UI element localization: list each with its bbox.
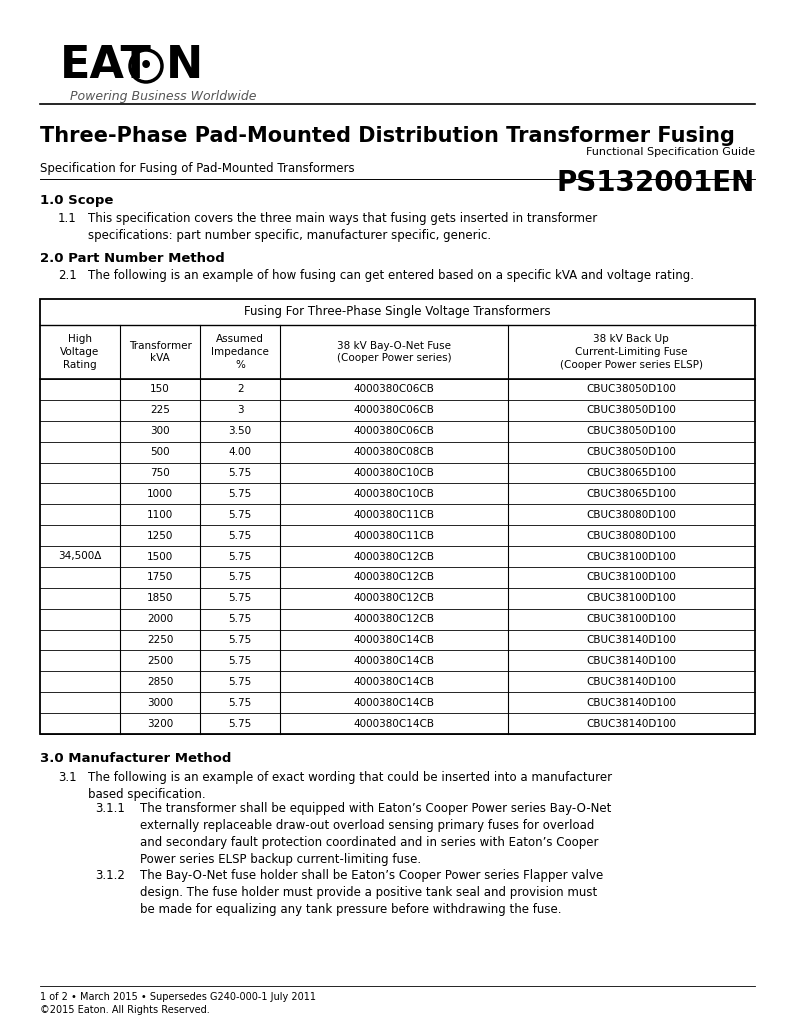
Text: 1850: 1850 — [147, 593, 173, 603]
Text: 4000380C11CB: 4000380C11CB — [354, 530, 434, 541]
Text: CBUC38140D100: CBUC38140D100 — [586, 635, 676, 645]
Text: 34,500Δ: 34,500Δ — [59, 552, 102, 561]
Text: 4000380C11CB: 4000380C11CB — [354, 510, 434, 520]
Text: ©2015 Eaton. All Rights Reserved.: ©2015 Eaton. All Rights Reserved. — [40, 1005, 210, 1015]
Text: 4000380C10CB: 4000380C10CB — [354, 468, 434, 478]
Text: 4.00: 4.00 — [229, 447, 252, 457]
Text: 3.1.2: 3.1.2 — [95, 869, 125, 882]
Text: 2250: 2250 — [147, 635, 173, 645]
Text: 225: 225 — [150, 406, 170, 416]
Text: Functional Specification Guide: Functional Specification Guide — [586, 147, 755, 157]
Text: 38 kV Bay-O-Net Fuse
(Cooper Power series): 38 kV Bay-O-Net Fuse (Cooper Power serie… — [337, 341, 451, 364]
Text: The following is an example of how fusing can get entered based on a specific kV: The following is an example of how fusin… — [88, 269, 694, 282]
Text: 3.1.1: 3.1.1 — [95, 802, 125, 815]
Text: CBUC38140D100: CBUC38140D100 — [586, 656, 676, 666]
Text: CBUC38065D100: CBUC38065D100 — [586, 468, 676, 478]
Text: CBUC38065D100: CBUC38065D100 — [586, 488, 676, 499]
Text: 3.1: 3.1 — [58, 771, 77, 784]
Text: PS132001EN: PS132001EN — [557, 169, 755, 197]
Text: 38 kV Back Up
Current-Limiting Fuse
(Cooper Power series ELSP): 38 kV Back Up Current-Limiting Fuse (Coo… — [560, 334, 703, 370]
Text: 5.75: 5.75 — [229, 677, 252, 687]
Text: Specification for Fusing of Pad-Mounted Transformers: Specification for Fusing of Pad-Mounted … — [40, 162, 354, 175]
Text: 4000380C12CB: 4000380C12CB — [354, 572, 434, 583]
Text: CBUC38140D100: CBUC38140D100 — [586, 697, 676, 708]
Text: 4000380C06CB: 4000380C06CB — [354, 406, 434, 416]
Text: 4000380C14CB: 4000380C14CB — [354, 697, 434, 708]
Text: CBUC38050D100: CBUC38050D100 — [586, 406, 676, 416]
Text: •: • — [139, 56, 153, 76]
Text: 150: 150 — [150, 384, 170, 394]
Text: 5.75: 5.75 — [229, 593, 252, 603]
Text: 5.75: 5.75 — [229, 552, 252, 561]
Text: 5.75: 5.75 — [229, 635, 252, 645]
Text: 2500: 2500 — [147, 656, 173, 666]
Text: 5.75: 5.75 — [229, 614, 252, 625]
Text: CBUC38050D100: CBUC38050D100 — [586, 426, 676, 436]
Text: 1750: 1750 — [147, 572, 173, 583]
Text: 2000: 2000 — [147, 614, 173, 625]
Text: N: N — [166, 44, 203, 87]
Text: CBUC38100D100: CBUC38100D100 — [586, 552, 676, 561]
Text: 4000380C14CB: 4000380C14CB — [354, 635, 434, 645]
Text: CBUC38140D100: CBUC38140D100 — [586, 719, 676, 728]
Text: Fusing For Three-Phase Single Voltage Transformers: Fusing For Three-Phase Single Voltage Tr… — [244, 305, 551, 318]
Text: CBUC38140D100: CBUC38140D100 — [586, 677, 676, 687]
Text: The Bay-O-Net fuse holder shall be Eaton’s Cooper Power series Flapper valve
des: The Bay-O-Net fuse holder shall be Eaton… — [140, 869, 604, 916]
Text: 3: 3 — [237, 406, 244, 416]
Text: 4000380C10CB: 4000380C10CB — [354, 488, 434, 499]
Text: 1 of 2 • March 2015 • Supersedes G240-000-1 July 2011: 1 of 2 • March 2015 • Supersedes G240-00… — [40, 992, 316, 1002]
Text: 5.75: 5.75 — [229, 719, 252, 728]
Text: CBUC38080D100: CBUC38080D100 — [586, 510, 676, 520]
Text: 5.75: 5.75 — [229, 510, 252, 520]
Text: CBUC38100D100: CBUC38100D100 — [586, 572, 676, 583]
Text: CBUC38050D100: CBUC38050D100 — [586, 384, 676, 394]
Text: Transformer
kVA: Transformer kVA — [129, 341, 191, 364]
Text: EAT: EAT — [60, 44, 152, 87]
Text: This specification covers the three main ways that fusing gets inserted in trans: This specification covers the three main… — [88, 212, 597, 242]
Text: 3200: 3200 — [147, 719, 173, 728]
Text: 3.0 Manufacturer Method: 3.0 Manufacturer Method — [40, 752, 232, 765]
Text: CBUC38100D100: CBUC38100D100 — [586, 614, 676, 625]
Text: 4000380C12CB: 4000380C12CB — [354, 593, 434, 603]
Text: 4000380C06CB: 4000380C06CB — [354, 384, 434, 394]
Text: 1.1: 1.1 — [58, 212, 77, 225]
Text: 5.75: 5.75 — [229, 697, 252, 708]
Text: 5.75: 5.75 — [229, 488, 252, 499]
Text: 4000380C14CB: 4000380C14CB — [354, 677, 434, 687]
Text: High
Voltage
Rating: High Voltage Rating — [60, 334, 100, 370]
Text: 4000380C08CB: 4000380C08CB — [354, 447, 434, 457]
Text: 1000: 1000 — [147, 488, 173, 499]
Text: 750: 750 — [150, 468, 170, 478]
Text: 2.0 Part Number Method: 2.0 Part Number Method — [40, 252, 225, 265]
Text: 500: 500 — [150, 447, 170, 457]
Text: 5.75: 5.75 — [229, 572, 252, 583]
Text: The following is an example of exact wording that could be inserted into a manuf: The following is an example of exact wor… — [88, 771, 612, 801]
Text: CBUC38050D100: CBUC38050D100 — [586, 447, 676, 457]
Bar — [40, 299, 755, 734]
Text: 1500: 1500 — [147, 552, 173, 561]
Text: 4000380C12CB: 4000380C12CB — [354, 552, 434, 561]
Text: 4000380C06CB: 4000380C06CB — [354, 426, 434, 436]
Text: 2850: 2850 — [147, 677, 173, 687]
Text: 5.75: 5.75 — [229, 656, 252, 666]
Text: 300: 300 — [150, 426, 170, 436]
Text: 1250: 1250 — [147, 530, 173, 541]
Text: CBUC38100D100: CBUC38100D100 — [586, 593, 676, 603]
Text: 3000: 3000 — [147, 697, 173, 708]
Text: 1.0 Scope: 1.0 Scope — [40, 194, 113, 207]
Text: Powering Business Worldwide: Powering Business Worldwide — [70, 90, 256, 103]
Text: 1100: 1100 — [147, 510, 173, 520]
Text: 3.50: 3.50 — [229, 426, 252, 436]
Text: 5.75: 5.75 — [229, 530, 252, 541]
Text: Assumed
Impedance
%: Assumed Impedance % — [211, 334, 269, 370]
Text: 4000380C14CB: 4000380C14CB — [354, 656, 434, 666]
Text: The transformer shall be equipped with Eaton’s Cooper Power series Bay-O-Net
ext: The transformer shall be equipped with E… — [140, 802, 611, 866]
Text: 5.75: 5.75 — [229, 468, 252, 478]
Text: 4000380C14CB: 4000380C14CB — [354, 719, 434, 728]
Text: 2.1: 2.1 — [58, 269, 77, 282]
Text: 4000380C12CB: 4000380C12CB — [354, 614, 434, 625]
Text: Three-Phase Pad-Mounted Distribution Transformer Fusing: Three-Phase Pad-Mounted Distribution Tra… — [40, 126, 735, 146]
Text: CBUC38080D100: CBUC38080D100 — [586, 530, 676, 541]
Text: 2: 2 — [237, 384, 244, 394]
